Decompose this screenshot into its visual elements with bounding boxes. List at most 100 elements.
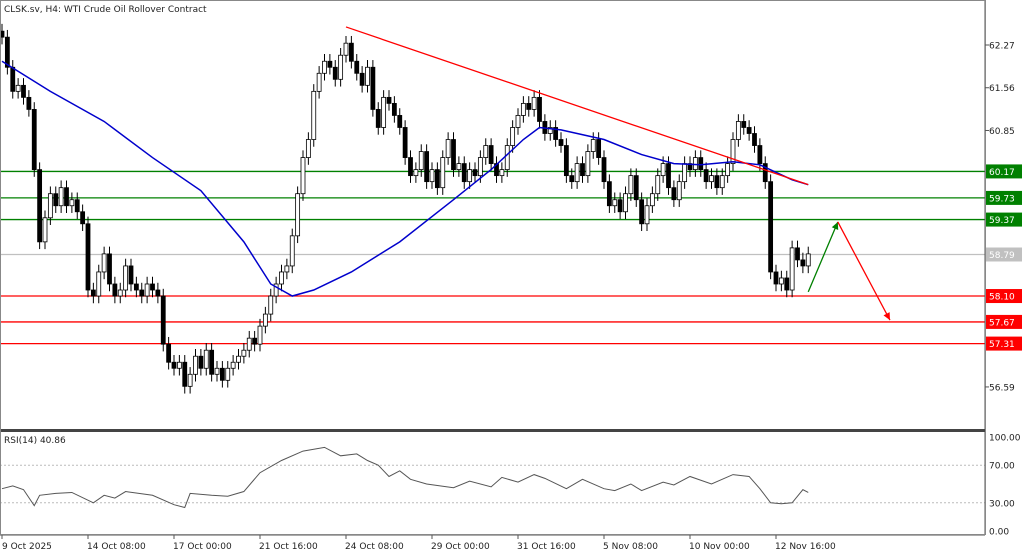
candle xyxy=(757,145,763,164)
candle xyxy=(558,139,564,146)
rsi-tick-label: 30.00 xyxy=(989,499,1015,509)
candle xyxy=(682,163,688,183)
candle xyxy=(563,145,569,177)
candle xyxy=(42,217,48,243)
candle xyxy=(719,175,725,189)
candle xyxy=(338,54,344,80)
candle xyxy=(365,66,370,86)
candle xyxy=(612,199,618,207)
candle xyxy=(332,66,338,80)
candle xyxy=(386,96,392,104)
candle xyxy=(397,115,403,128)
candle xyxy=(644,205,650,225)
price-tick-label: 62.27 xyxy=(989,42,1015,52)
candle xyxy=(10,66,16,92)
candle xyxy=(606,181,612,207)
candle xyxy=(241,349,247,357)
candle xyxy=(209,349,215,375)
level-label: 58.10 xyxy=(989,293,1015,303)
candle xyxy=(187,373,193,387)
candle xyxy=(429,169,435,183)
candle xyxy=(74,199,80,213)
candle xyxy=(649,193,655,207)
time-tick-label: 9 Oct 2025 xyxy=(2,542,52,552)
candle xyxy=(789,247,795,291)
candle xyxy=(279,271,284,285)
candle xyxy=(101,253,107,273)
candle xyxy=(219,367,225,381)
candle xyxy=(746,127,752,134)
candle xyxy=(284,265,290,273)
candle xyxy=(0,30,5,38)
candle xyxy=(107,253,112,285)
candle xyxy=(434,169,440,189)
candle xyxy=(64,187,69,207)
rsi-tick-label: 70.00 xyxy=(989,462,1015,472)
candle xyxy=(348,42,354,62)
level-label: 57.31 xyxy=(989,340,1015,350)
candle xyxy=(160,295,166,345)
candle xyxy=(590,139,596,152)
candle xyxy=(504,145,510,171)
candle xyxy=(69,199,75,207)
candle xyxy=(698,157,704,171)
candle xyxy=(117,289,123,297)
candle xyxy=(316,72,322,92)
level-label-box xyxy=(986,190,1022,205)
candle xyxy=(725,163,731,177)
candle xyxy=(198,355,204,369)
candle xyxy=(418,151,424,171)
level-label-box xyxy=(986,164,1022,179)
candle xyxy=(289,235,295,267)
candle xyxy=(762,163,768,183)
candle xyxy=(133,283,139,291)
rsi-tick-label: 100.00 xyxy=(989,434,1021,444)
candle xyxy=(80,211,86,225)
candle xyxy=(166,343,172,363)
candle xyxy=(225,367,231,381)
candle xyxy=(574,163,580,183)
candle xyxy=(730,139,736,164)
candle xyxy=(585,151,591,177)
candle xyxy=(236,355,241,363)
rsi-tick-label: 0.00 xyxy=(989,528,1009,538)
candle xyxy=(96,271,102,297)
level-label: 59.37 xyxy=(989,216,1015,226)
time-tick-label: 29 Oct 00:00 xyxy=(431,542,490,552)
level-label-box xyxy=(986,212,1022,227)
candle xyxy=(128,265,134,285)
candle xyxy=(660,163,666,177)
rsi-panel: 100.00 70.00 30.00 0.00 xyxy=(0,434,1021,538)
candle xyxy=(214,367,220,375)
candle xyxy=(150,283,155,291)
candle xyxy=(391,102,397,116)
candle xyxy=(359,72,365,86)
candle xyxy=(273,283,279,297)
arrow-up-icon xyxy=(831,221,839,230)
candle xyxy=(193,355,198,375)
candle xyxy=(252,337,258,345)
candle xyxy=(784,277,790,291)
candle xyxy=(537,96,542,122)
arrow-down-icon xyxy=(883,312,890,321)
candle xyxy=(596,139,602,158)
candle xyxy=(477,157,483,177)
candle xyxy=(300,157,306,195)
candle xyxy=(617,199,623,213)
level-label: 60.17 xyxy=(989,168,1015,178)
candle xyxy=(53,193,59,207)
panel-separator xyxy=(0,429,986,432)
rsi-line xyxy=(1,446,809,509)
candle xyxy=(483,145,489,158)
candle xyxy=(531,96,537,110)
candle xyxy=(547,127,553,134)
level-label-box xyxy=(986,289,1022,304)
level-label: 57.67 xyxy=(989,318,1015,328)
candle xyxy=(123,265,129,291)
candle xyxy=(112,283,118,297)
candle xyxy=(623,193,628,213)
candle xyxy=(633,175,639,201)
